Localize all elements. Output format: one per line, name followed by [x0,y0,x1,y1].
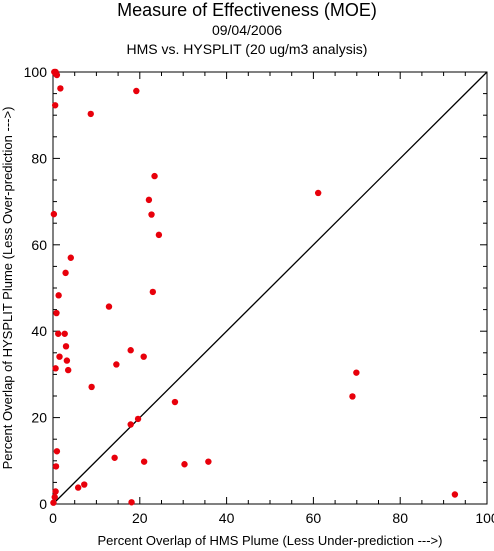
data-point [62,269,69,277]
data-point [111,454,118,461]
y-tick-label: 20 [31,410,47,426]
data-point [181,461,188,468]
data-point [133,87,140,95]
x-tick-label: 40 [219,510,235,526]
y-tick-label: 80 [31,150,47,166]
data-point [105,303,113,310]
data-point [57,85,64,92]
data-point [128,499,135,506]
data-point [134,415,142,423]
x-tick-label: 80 [392,510,408,526]
chart-date: 09/04/2006 [211,22,283,38]
chart-analysis-subtitle: HMS vs. HYSPLIT (20 ug/m3 analysis) [126,41,368,57]
data-point [52,365,59,372]
data-point [53,309,60,317]
data-point [81,481,88,488]
y-axis-title: Percent Overlap of HYSPLIT Plume (Less O… [0,107,15,470]
y-tick-labels: 0 20 40 60 80 100 [24,64,48,512]
x-tick-labels: 0 20 40 60 80 100 [49,510,494,526]
data-point [349,393,356,400]
reference-diagonal-line [52,71,488,505]
data-point [50,210,58,218]
data-point [451,491,459,498]
y-tick-label: 100 [24,64,48,80]
data-point [353,369,360,376]
data-point [171,398,179,406]
data-point [148,211,155,218]
data-point [149,288,157,296]
data-point [61,330,68,337]
data-point [140,353,147,360]
data-point [205,458,212,465]
data-point [55,292,62,299]
data-point [314,189,322,197]
data-point [51,102,59,109]
data-point [55,330,62,337]
data-point [64,366,72,374]
data-point [53,448,61,455]
data-point [62,343,70,350]
y-tick-label: 0 [39,496,47,512]
x-tick-label: 20 [132,510,148,526]
data-point [52,68,59,76]
data-point [87,110,94,118]
chart-title: Measure of Effectiveness (MOE) [117,0,377,20]
data-point [51,493,58,501]
data-point [127,421,134,428]
data-point [113,361,120,368]
data-point [151,172,158,180]
data-point [67,254,74,261]
data-point [155,231,163,239]
data-point [127,347,134,354]
x-tick-label: 100 [475,510,494,526]
data-point [52,488,59,495]
data-point [56,353,63,360]
axis-ticks [52,71,488,505]
data-point [74,484,82,491]
data-point [145,196,153,204]
x-tick-label: 0 [49,510,57,526]
data-points [50,68,459,506]
data-point [63,357,71,364]
data-point [88,383,95,391]
y-tick-label: 40 [31,323,47,339]
y-tick-label: 60 [31,237,47,253]
x-axis-title: Percent Overlap of HMS Plume (Less Under… [98,533,443,548]
x-tick-label: 60 [306,510,322,526]
data-point [52,463,60,470]
data-point [50,499,57,506]
data-point [140,458,148,465]
